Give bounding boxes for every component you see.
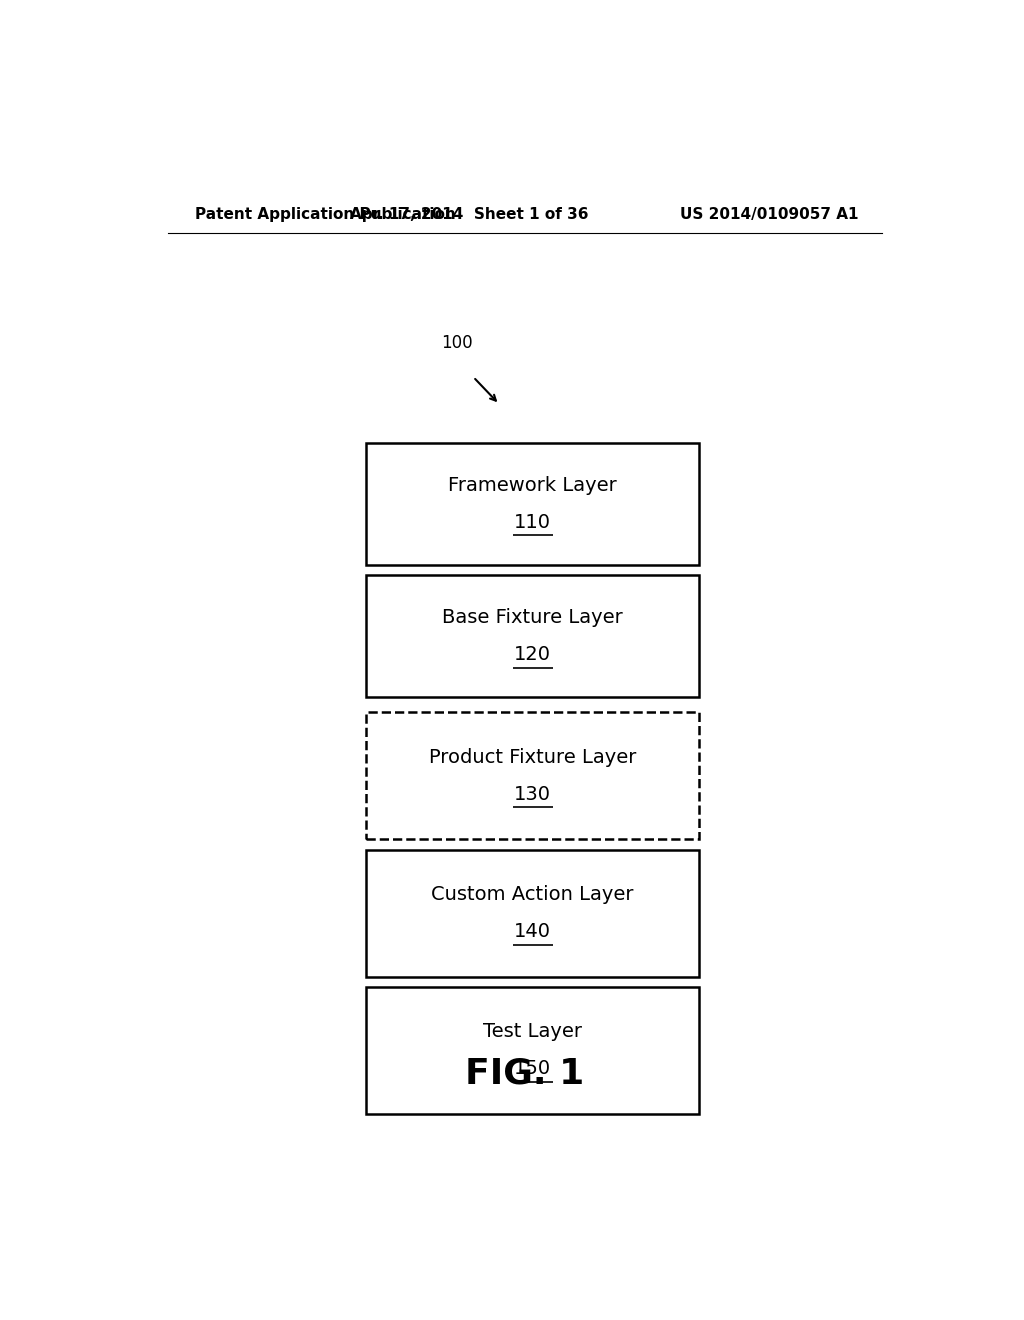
Text: Patent Application Publication: Patent Application Publication	[196, 207, 457, 222]
Text: 110: 110	[514, 512, 551, 532]
Bar	[367, 713, 699, 840]
Text: Apr. 17, 2014  Sheet 1 of 36: Apr. 17, 2014 Sheet 1 of 36	[350, 207, 589, 222]
Text: 130: 130	[514, 784, 551, 804]
Text: 100: 100	[441, 334, 473, 351]
Text: Framework Layer: Framework Layer	[449, 477, 617, 495]
Text: FIG. 1: FIG. 1	[465, 1056, 585, 1090]
Text: Base Fixture Layer: Base Fixture Layer	[442, 609, 624, 627]
Bar	[367, 576, 699, 697]
Text: Test Layer: Test Layer	[483, 1023, 583, 1041]
Text: US 2014/0109057 A1: US 2014/0109057 A1	[680, 207, 858, 222]
Text: 150: 150	[514, 1059, 551, 1078]
Text: 140: 140	[514, 921, 551, 941]
Bar	[367, 444, 699, 565]
Bar	[367, 987, 699, 1114]
Bar	[367, 850, 699, 977]
Text: Product Fixture Layer: Product Fixture Layer	[429, 748, 637, 767]
Text: 120: 120	[514, 645, 551, 664]
Text: Custom Action Layer: Custom Action Layer	[431, 886, 634, 904]
